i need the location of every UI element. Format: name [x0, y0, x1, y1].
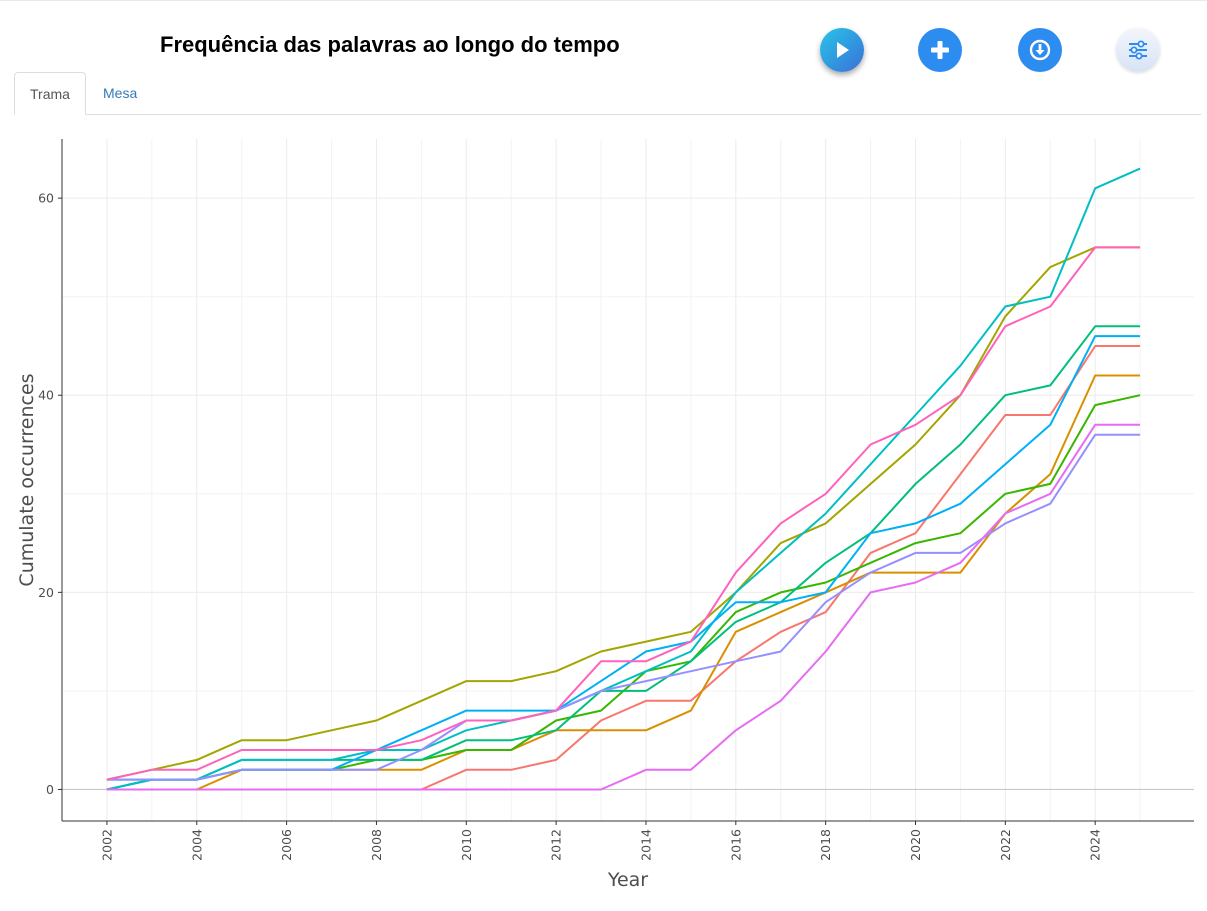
x-tick-label: 2022: [998, 829, 1013, 861]
series-line-5: [106, 325, 1141, 791]
series-line-3: [106, 246, 1141, 781]
x-tick-label: 2024: [1088, 829, 1103, 861]
y-tick-label: 60: [38, 191, 54, 206]
download-icon: [1029, 39, 1051, 61]
x-tick-label: 2014: [638, 829, 653, 861]
x-tick-label: 2006: [279, 829, 294, 861]
series-line-8: [106, 433, 1141, 781]
x-tick-label: 2012: [549, 829, 564, 861]
y-axis-label: Cumulate occurrences: [16, 373, 38, 586]
series-lines: [106, 167, 1141, 791]
x-tick-label: 2008: [369, 829, 384, 861]
tab-trama[interactable]: Trama: [14, 72, 86, 115]
series-line-2: [106, 374, 1141, 791]
y-axis-ticks: 0 20 40 60: [38, 191, 62, 797]
add-button[interactable]: [918, 28, 962, 72]
grid-lines: [62, 139, 1194, 821]
series-line-1: [106, 345, 1141, 791]
plus-icon: [931, 41, 949, 59]
x-tick-label: 2002: [99, 829, 114, 861]
play-icon: [837, 42, 849, 58]
tab-bar: Trama Mesa: [14, 72, 1201, 115]
sliders-icon: [1129, 40, 1147, 60]
settings-button[interactable]: [1116, 28, 1160, 72]
x-tick-label: 2020: [908, 829, 923, 861]
y-tick-label: 40: [38, 388, 54, 403]
x-tick-label: 2016: [728, 829, 743, 861]
series-line-7: [106, 335, 1141, 781]
x-axis-label: Year: [607, 869, 648, 891]
x-tick-label: 2010: [459, 829, 474, 861]
x-tick-label: 2018: [818, 829, 833, 861]
y-tick-label: 20: [38, 585, 54, 600]
play-button[interactable]: [820, 28, 864, 72]
tab-mesa[interactable]: Mesa: [103, 85, 138, 101]
series-line-10: [106, 246, 1141, 781]
series-line-6: [106, 167, 1141, 791]
x-axis-ticks: 2002 2004 2006 2008 2010 2012 2014 2016 2018 2020…: [99, 821, 1103, 861]
series-line-9: [106, 423, 1141, 791]
top-divider: [0, 0, 1207, 1]
y-tick-label: 0: [46, 782, 54, 797]
x-tick-label: 2004: [189, 829, 204, 861]
download-button[interactable]: [1018, 28, 1062, 72]
page-title: Frequência das palavras ao longo do temp…: [160, 32, 620, 57]
